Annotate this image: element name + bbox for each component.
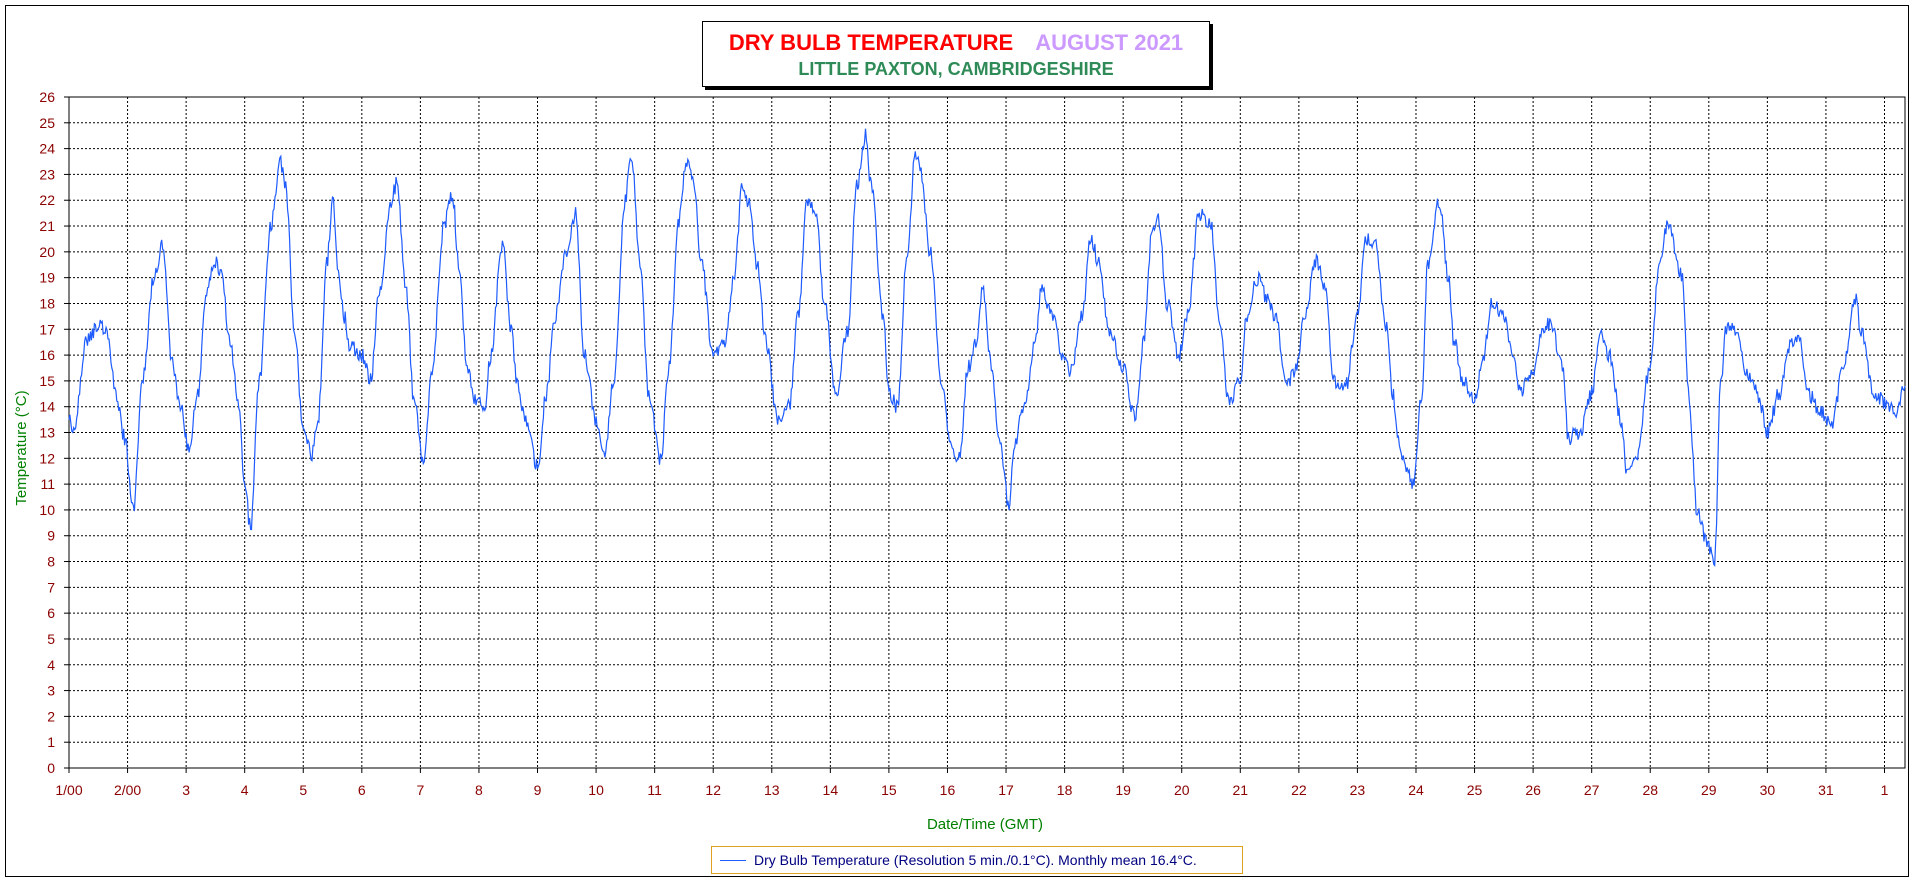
y-tick-label: 8 [47, 554, 55, 570]
y-tick-label: 6 [47, 605, 55, 621]
x-tick-label: 1/00 [55, 782, 82, 798]
x-axis-title: Date/Time (GMT) [927, 816, 1043, 833]
y-tick-label: 25 [39, 115, 55, 131]
x-tick-label: 18 [1057, 782, 1073, 798]
plot-area-border [68, 96, 1906, 769]
chart-frame [5, 5, 1909, 877]
x-tick-label: 9 [534, 782, 542, 798]
y-tick-label: 14 [39, 399, 55, 415]
y-tick-label: 9 [47, 528, 55, 544]
x-tick-label: 19 [1115, 782, 1131, 798]
y-tick-label: 19 [39, 270, 55, 286]
y-tick-label: 16 [39, 347, 55, 363]
axes [68, 96, 1906, 769]
x-tick-label: 29 [1701, 782, 1717, 798]
y-tick-label: 17 [39, 321, 55, 337]
x-tick-label: 7 [416, 782, 424, 798]
y-tick-label: 10 [39, 502, 55, 518]
y-tick-label: 4 [47, 657, 55, 673]
x-tick-label: 27 [1584, 782, 1600, 798]
x-tick-label: 5 [299, 782, 307, 798]
legend: Dry Bulb Temperature (Resolution 5 min./… [711, 846, 1243, 874]
legend-swatch [720, 859, 746, 861]
x-tick-label: 22 [1291, 782, 1307, 798]
y-tick-label: 21 [39, 218, 55, 234]
y-axis-title: Temperature (°C) [13, 390, 30, 505]
y-tick-label: 13 [39, 425, 55, 441]
y-tick-label: 5 [47, 631, 55, 647]
y-tick-label: 0 [47, 760, 55, 776]
y-tick-label: 11 [40, 476, 55, 492]
x-tick-label: 4 [241, 782, 249, 798]
x-tick-label: 30 [1760, 782, 1776, 798]
chart-subtitle: LITTLE PAXTON, CAMBRIDGESHIRE [798, 59, 1114, 79]
y-axis-ticks: 0123456789101112131415161718192021222324… [39, 89, 69, 776]
chart-title-box: DRY BULB TEMPERATURE AUGUST 2021 LITTLE P… [702, 21, 1210, 87]
y-tick-label: 2 [47, 708, 55, 724]
y-tick-label: 20 [39, 244, 55, 260]
x-tick-label: 31 [1818, 782, 1834, 798]
x-tick-label: 26 [1525, 782, 1541, 798]
y-tick-label: 23 [39, 166, 55, 182]
chart-title-line: DRY BULB TEMPERATURE AUGUST 2021 [703, 30, 1209, 56]
y-tick-label: 24 [39, 141, 55, 157]
x-tick-label: 15 [881, 782, 897, 798]
series-line-dry-bulb-temperature [68, 128, 1906, 567]
x-tick-label: 21 [1233, 782, 1249, 798]
x-tick-label: 23 [1350, 782, 1366, 798]
x-tick-label: 17 [998, 782, 1014, 798]
x-tick-label: 25 [1467, 782, 1483, 798]
x-tick-label: 3 [182, 782, 190, 798]
y-tick-label: 26 [39, 89, 55, 105]
y-tick-label: 3 [47, 683, 55, 699]
x-tick-label: 11 [647, 782, 662, 798]
x-tick-label: 12 [705, 782, 721, 798]
chart-title: DRY BULB TEMPERATURE [728, 30, 1014, 55]
legend-label: Dry Bulb Temperature (Resolution 5 min./… [754, 852, 1197, 868]
x-tick-label: 16 [940, 782, 956, 798]
x-axis-ticks: 1/00 2/00 3 4 5 6 7 8 9 10 11 12 13 14 15 16 17 18 19 20 21 2… [55, 768, 1889, 798]
y-tick-label: 15 [39, 373, 55, 389]
x-tick-label: 14 [823, 782, 839, 798]
x-tick-label: 20 [1174, 782, 1190, 798]
x-tick-label: 6 [358, 782, 366, 798]
x-tick-label: 8 [475, 782, 483, 798]
x-tick-label: 13 [764, 782, 780, 798]
y-tick-label: 1 [47, 734, 55, 750]
x-tick-label: 28 [1642, 782, 1658, 798]
chart-title-month: AUGUST 2021 [1035, 30, 1184, 55]
x-tick-label: 10 [588, 782, 604, 798]
x-tick-label: 24 [1408, 782, 1424, 798]
y-tick-label: 7 [47, 579, 55, 595]
y-tick-label: 22 [39, 192, 55, 208]
x-tick-label: 1 [1881, 782, 1889, 798]
grid [69, 97, 1905, 768]
y-tick-label: 12 [39, 450, 55, 466]
x-tick-label: 2/00 [114, 782, 141, 798]
y-tick-label: 18 [39, 295, 55, 311]
